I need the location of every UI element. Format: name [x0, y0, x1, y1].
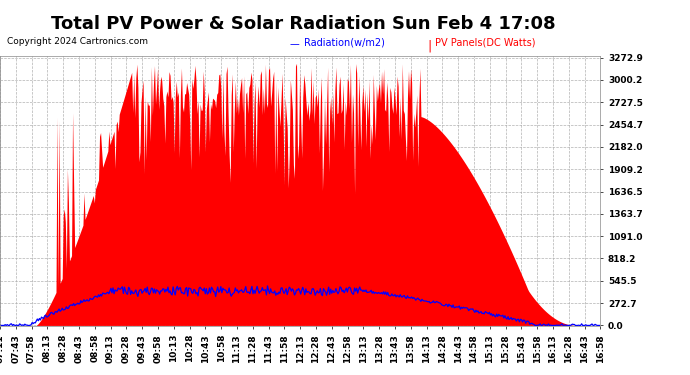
Text: Radiation(w/m2): Radiation(w/m2): [304, 38, 384, 48]
Text: PV Panels(DC Watts): PV Panels(DC Watts): [435, 38, 535, 48]
Text: Total PV Power & Solar Radiation Sun Feb 4 17:08: Total PV Power & Solar Radiation Sun Feb…: [51, 15, 556, 33]
Text: —: —: [290, 39, 299, 50]
Text: Copyright 2024 Cartronics.com: Copyright 2024 Cartronics.com: [7, 38, 148, 46]
Text: |: |: [428, 39, 432, 53]
